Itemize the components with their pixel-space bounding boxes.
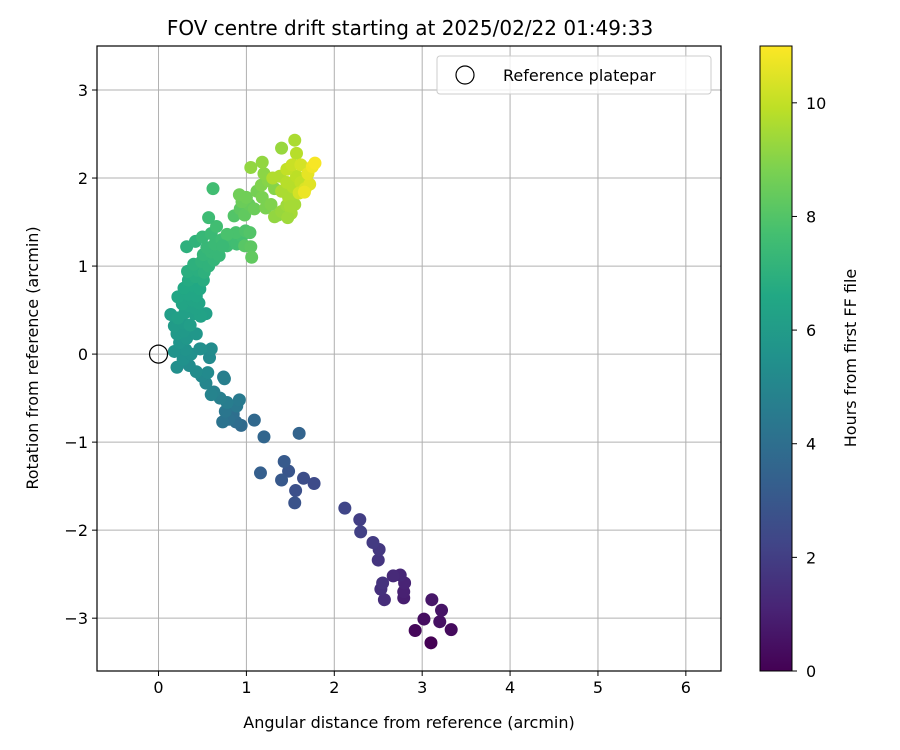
data-point-153 — [288, 133, 302, 147]
data-point-29 — [292, 426, 306, 440]
data-point-119 — [245, 250, 259, 264]
data-point-131 — [264, 197, 278, 211]
y-tick-label-5: 2 — [78, 169, 88, 188]
data-point-48 — [201, 366, 215, 380]
data-point-23 — [289, 484, 303, 498]
x-tick-label-0: 0 — [153, 678, 163, 697]
data-point-127 — [232, 188, 246, 202]
data-point-114 — [216, 239, 230, 253]
data-point-157 — [294, 158, 308, 172]
y-tick-label-4: 1 — [78, 257, 88, 276]
data-point-45 — [217, 372, 231, 386]
x-axis-ticks: 0 1 2 3 4 5 6 — [153, 671, 691, 697]
data-point-39 — [232, 393, 246, 407]
data-point-163 — [308, 156, 322, 170]
data-point-26 — [275, 473, 289, 487]
x-tick-label-3: 3 — [417, 678, 427, 697]
plot-frame — [96, 45, 722, 672]
data-point-11 — [386, 569, 400, 583]
x-tick-label-5: 5 — [593, 678, 603, 697]
data-point-0 — [424, 636, 438, 650]
data-point-124 — [247, 202, 261, 216]
data-point-43 — [204, 388, 218, 402]
legend-box — [436, 55, 712, 95]
y-axis-ticks: −3 −2 −1 0 1 2 3 — [64, 81, 97, 628]
data-point-137 — [255, 155, 269, 169]
data-point-122 — [238, 208, 252, 222]
data-point-136 — [244, 160, 258, 174]
x-axis-label: Angular distance from reference (arcmin) — [243, 713, 574, 732]
data-point-113 — [206, 182, 220, 196]
data-point-21 — [307, 477, 321, 490]
colorbar: 0 2 4 6 8 10 Hours from first FF file — [759, 45, 860, 681]
data-point-154 — [290, 146, 304, 160]
data-point-27 — [277, 454, 291, 468]
y-tick-label-1: −2 — [64, 521, 88, 540]
data-point-1 — [408, 624, 422, 638]
data-point-28 — [253, 466, 267, 480]
data-point-4 — [433, 615, 447, 629]
data-point-112 — [202, 211, 216, 225]
data-point-116 — [243, 226, 257, 240]
data-point-36 — [216, 415, 230, 429]
data-point-111 — [210, 219, 224, 233]
x-tick-label-2: 2 — [329, 678, 339, 697]
data-point-67 — [183, 318, 197, 332]
data-point-12 — [377, 593, 391, 607]
data-point-165 — [281, 211, 295, 225]
y-axis-label: Rotation from reference (arcmin) — [23, 226, 42, 489]
data-point-164 — [297, 185, 311, 199]
y-tick-label-2: −1 — [64, 433, 88, 452]
data-point-5 — [435, 603, 449, 617]
data-point-24 — [288, 496, 302, 510]
colorbar-label: Hours from first FF file — [841, 269, 860, 448]
data-point-2 — [444, 623, 458, 637]
data-point-15 — [371, 553, 385, 567]
data-point-14 — [376, 576, 390, 590]
data-point-152 — [275, 141, 289, 155]
x-tick-label-1: 1 — [241, 678, 251, 697]
data-point-166 — [283, 199, 297, 213]
legend-marker-reference — [455, 65, 475, 85]
data-point-110 — [220, 227, 234, 241]
y-tick-label-0: −3 — [64, 609, 88, 628]
data-point-19 — [354, 525, 368, 539]
legend: Reference platepar — [436, 55, 712, 95]
x-tick-label-4: 4 — [505, 678, 515, 697]
data-point-18 — [353, 513, 367, 527]
colorbar-tick-label-0: 0 — [806, 662, 816, 681]
data-point-25 — [282, 464, 296, 478]
data-point-17 — [366, 535, 380, 549]
data-points — [164, 133, 458, 650]
data-point-6 — [425, 593, 439, 607]
data-point-30 — [257, 430, 271, 444]
colorbar-gradient — [759, 45, 793, 672]
data-point-3 — [417, 612, 431, 626]
y-tick-label-3: 0 — [78, 345, 88, 364]
colorbar-tick-label-5: 10 — [806, 94, 826, 113]
colorbar-tick-label-3: 6 — [806, 321, 816, 340]
colorbar-tick-label-2: 4 — [806, 435, 816, 454]
chart-title: FOV centre drift starting at 2025/02/22 … — [167, 16, 653, 40]
colorbar-ticks: 0 2 4 6 8 10 — [792, 94, 826, 681]
data-point-31 — [247, 413, 261, 427]
x-tick-label-6: 6 — [681, 678, 691, 697]
data-point-20 — [338, 501, 352, 515]
data-point-22 — [297, 471, 311, 485]
colorbar-tick-label-1: 2 — [806, 548, 816, 567]
data-point-64 — [194, 342, 208, 356]
data-point-58 — [204, 342, 218, 356]
reference-point-marker — [148, 344, 169, 364]
legend-label-reference: Reference platepar — [503, 66, 656, 85]
colorbar-tick-label-4: 8 — [806, 207, 816, 226]
reference-point-group — [148, 344, 169, 364]
data-point-129 — [255, 190, 269, 204]
data-point-118 — [244, 240, 258, 254]
y-tick-label-6: 3 — [78, 81, 88, 100]
